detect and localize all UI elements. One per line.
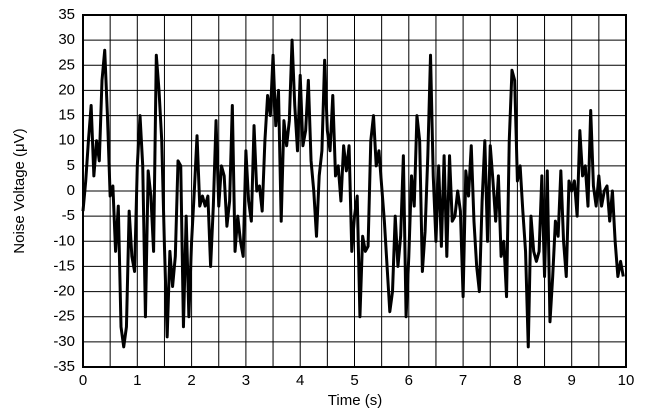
data-line	[81, 38, 625, 349]
y-tick-label: -15	[53, 257, 75, 274]
plot-frame	[82, 14, 627, 368]
y-tick-label: 15	[58, 107, 75, 124]
x-tick-label: 7	[459, 372, 467, 389]
y-tick-label: -5	[62, 207, 75, 224]
y-tick-label: -30	[53, 333, 75, 350]
x-tick-label: 1	[133, 372, 141, 389]
y-tick-label: 0	[67, 182, 75, 199]
x-tick-label: 2	[187, 372, 195, 389]
y-tick-label: -25	[53, 308, 75, 325]
y-tick-label: -35	[53, 358, 75, 375]
y-tick-label: 5	[67, 157, 75, 174]
y-tick-label: -10	[53, 232, 75, 249]
y-tick-label: 10	[58, 132, 75, 149]
x-tick-label: 3	[242, 372, 250, 389]
y-axis-label: Noise Voltage (μV)	[11, 128, 28, 253]
y-tick-label: 35	[58, 6, 75, 23]
y-tick-label: 20	[58, 81, 75, 98]
y-tick-label: 30	[58, 31, 75, 48]
x-tick-label: 8	[513, 372, 521, 389]
x-axis-label: Time (s)	[328, 392, 382, 409]
x-tick-label: 6	[405, 372, 413, 389]
y-tick-label: -20	[53, 283, 75, 300]
x-tick-label: 9	[568, 372, 576, 389]
x-tick-label: 10	[618, 372, 635, 389]
y-tick-label: 25	[58, 56, 75, 73]
x-tick-label: 0	[79, 372, 87, 389]
x-tick-label: 4	[296, 372, 304, 389]
x-tick-label: 5	[350, 372, 358, 389]
